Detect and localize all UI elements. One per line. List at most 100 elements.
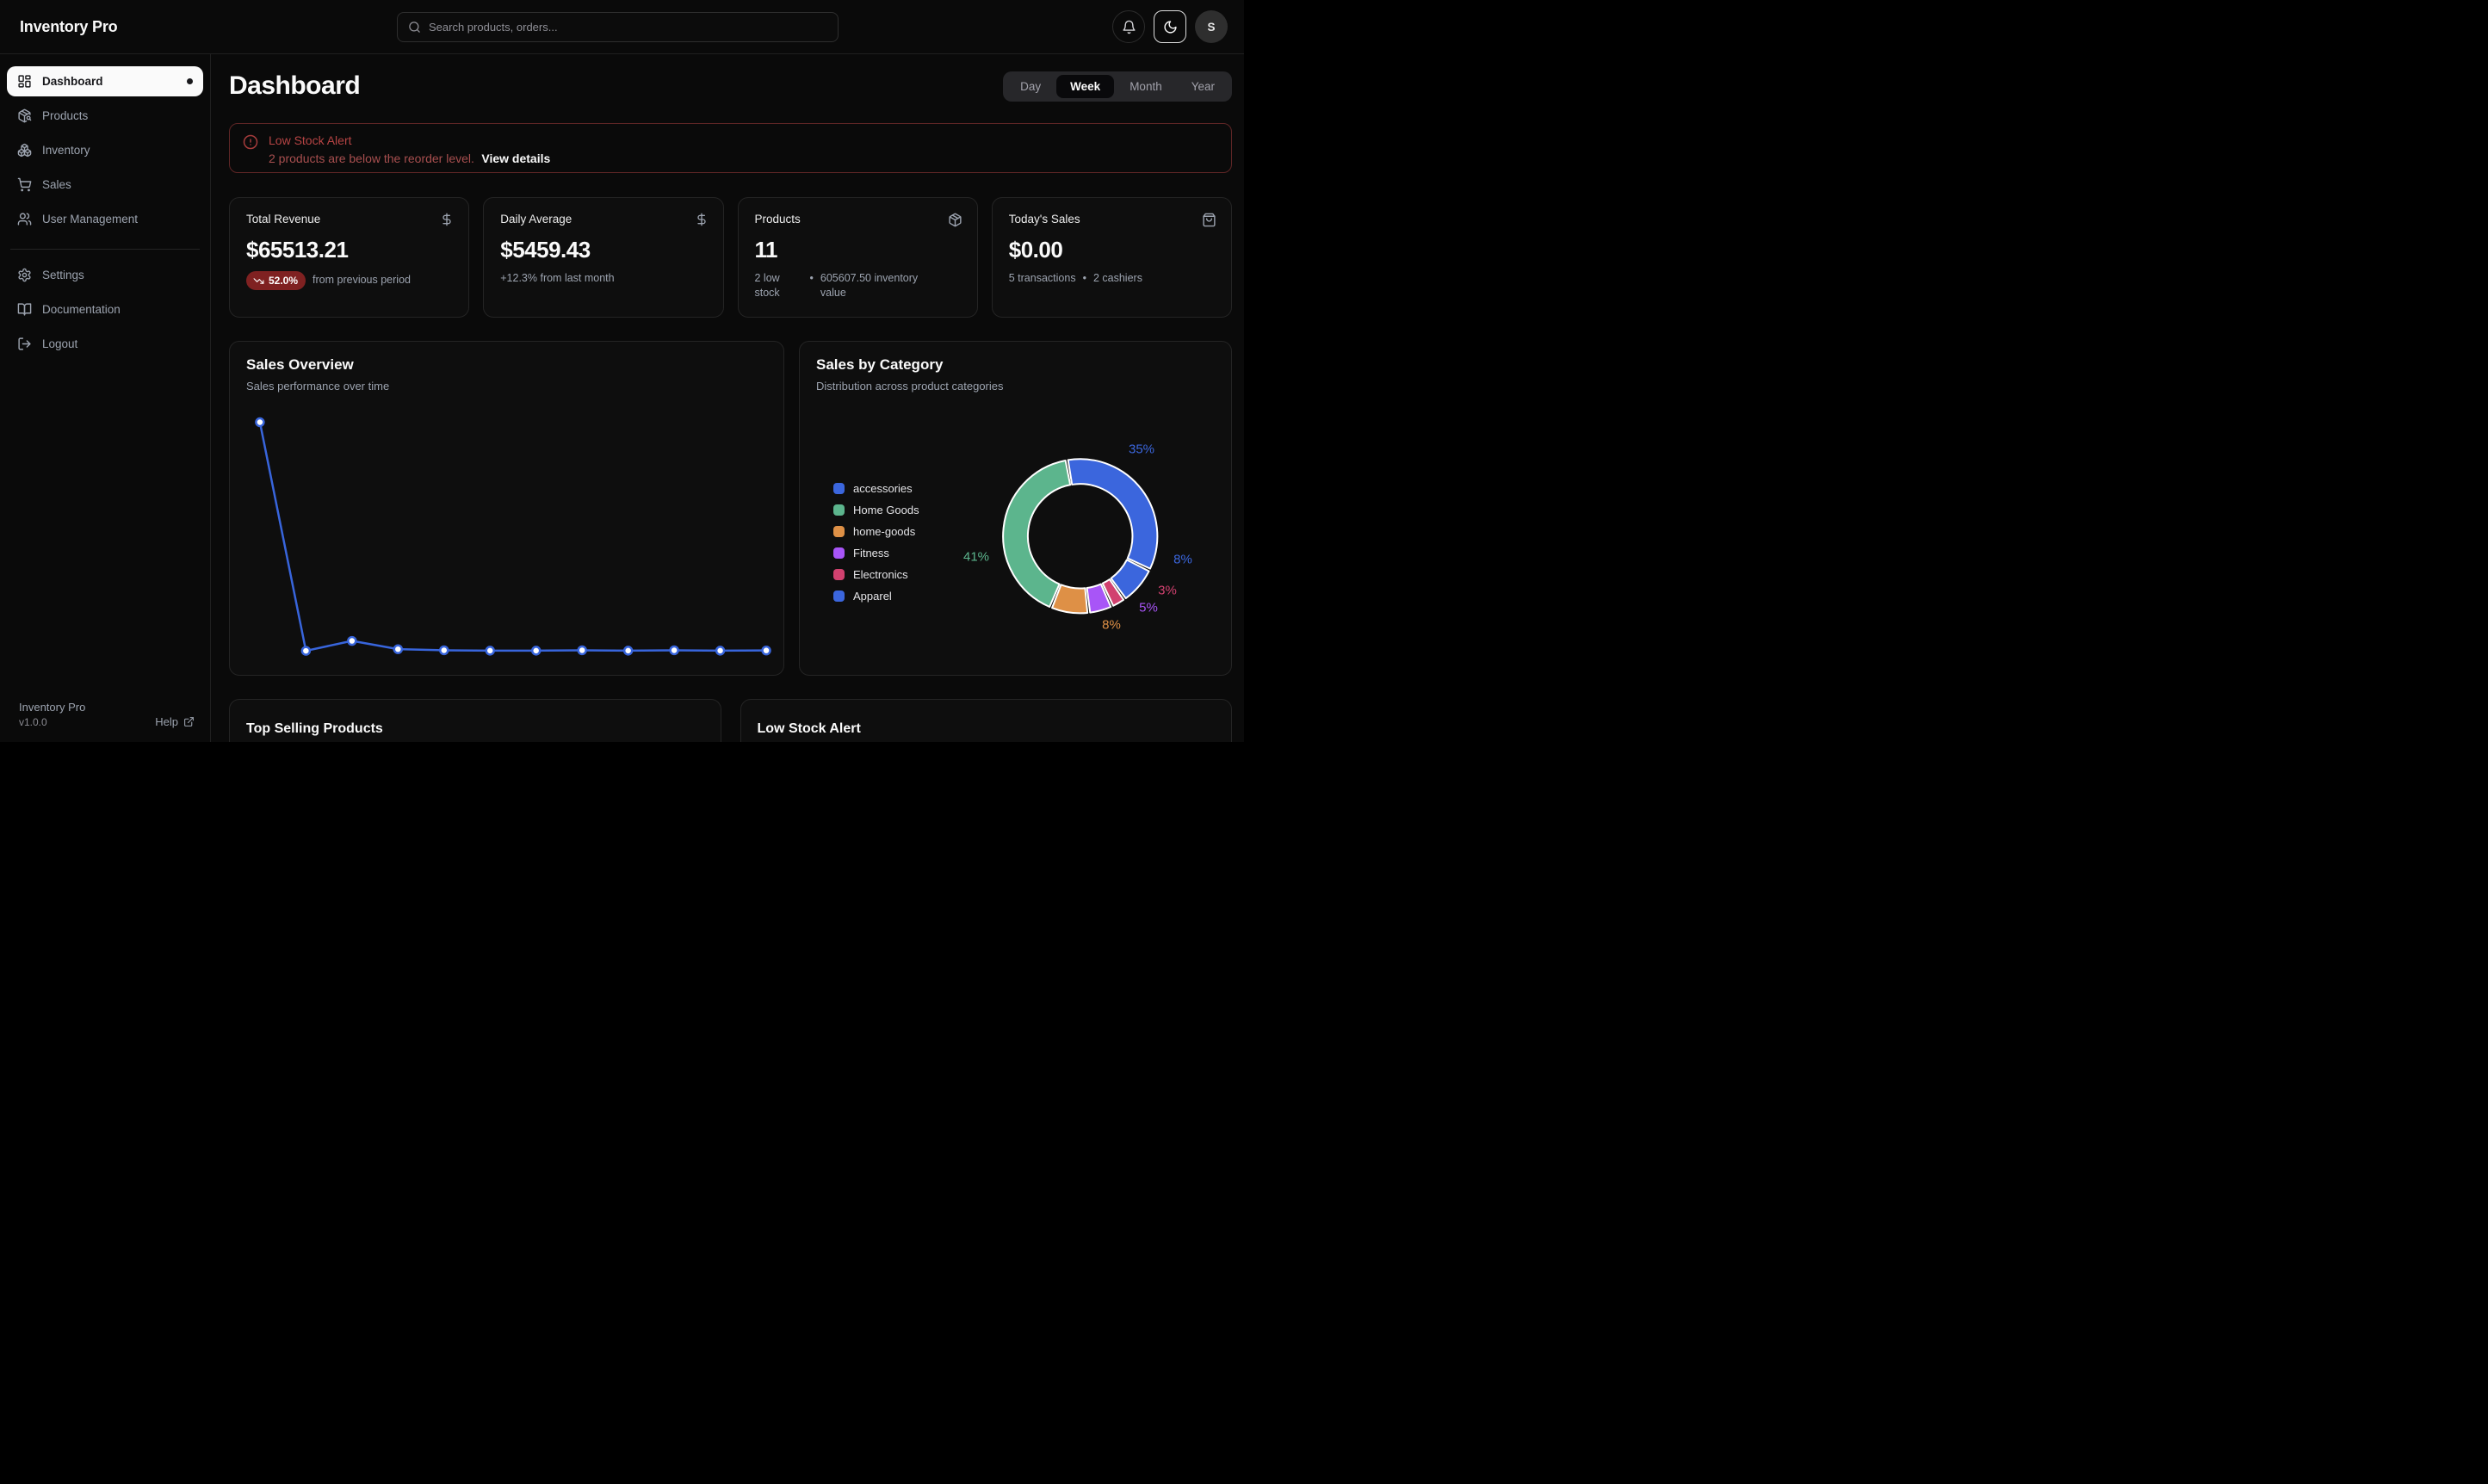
theme-toggle-button[interactable]: [1154, 10, 1186, 43]
tab-month[interactable]: Month: [1116, 75, 1176, 98]
data-point: [671, 646, 678, 654]
tab-day[interactable]: Day: [1006, 75, 1055, 98]
header-actions: S: [1112, 10, 1228, 43]
dot-separator: •: [1083, 271, 1086, 286]
stat-cards-row: Total Revenue $65513.21 52.0% from previ…: [229, 197, 1232, 318]
data-point: [763, 646, 771, 654]
global-search: [397, 12, 839, 42]
data-point: [486, 646, 494, 654]
stat-card-daily-average: Daily Average $5459.43 +12.3% from last …: [483, 197, 723, 318]
inventory-pro-app: Inventory Pro S: [0, 0, 1244, 742]
sidebar-item-products[interactable]: Products: [7, 101, 203, 131]
stat-title: Total Revenue: [246, 213, 452, 226]
data-point: [716, 646, 724, 654]
data-point: [579, 646, 586, 654]
stat-title: Products: [755, 213, 961, 226]
top-bar: Inventory Pro S: [0, 0, 1244, 54]
sidebar-item-label: Documentation: [42, 303, 121, 316]
stat-card-products: Products 11 2 low stock • 605607.50 inve…: [738, 197, 978, 318]
sidebar-item-sales[interactable]: Sales: [7, 170, 203, 200]
help-label: Help: [155, 715, 178, 728]
top-selling-products-card: Top Selling Products: [229, 699, 721, 742]
search-icon: [408, 21, 421, 34]
tab-year[interactable]: Year: [1178, 75, 1229, 98]
stat-note-text: 2 low stock: [755, 271, 803, 300]
low-stock-alert-card: Low Stock Alert: [740, 699, 1233, 742]
data-point: [348, 637, 356, 645]
active-dot: [187, 78, 193, 84]
boxes-icon: [17, 143, 32, 158]
donut-percent-label: 35%: [1129, 442, 1154, 457]
shopping-bag-icon: [1202, 213, 1216, 227]
alert-view-details-link[interactable]: View details: [481, 151, 550, 165]
stat-note-text: from previous period: [313, 273, 411, 288]
stat-note-text: +12.3% from last month: [500, 271, 614, 286]
sidebar-item-inventory[interactable]: Inventory: [7, 135, 203, 165]
charts-row: Sales Overview Sales performance over ti…: [229, 341, 1232, 676]
sidebar-item-label: Products: [42, 109, 88, 122]
donut-percent-label: 8%: [1102, 618, 1121, 633]
footer-app-name: Inventory Pro: [19, 700, 85, 716]
users-icon: [17, 212, 32, 226]
stat-note-text: 605607.50 inventory value: [820, 271, 934, 300]
alert-title: Low Stock Alert: [269, 133, 550, 147]
donut-slice-accessories: [1068, 459, 1158, 568]
page-title: Dashboard: [229, 71, 360, 101]
sales-by-category-card: Sales by Category Distribution across pr…: [799, 341, 1232, 676]
trending-down-icon: [253, 275, 264, 287]
stat-title: Today's Sales: [1009, 213, 1215, 226]
user-avatar[interactable]: S: [1195, 10, 1228, 43]
book-open-icon: [17, 302, 32, 317]
chart-title: Sales by Category: [816, 356, 1215, 374]
data-point: [532, 646, 540, 654]
sidebar-item-dashboard[interactable]: Dashboard: [7, 66, 203, 96]
sidebar-item-logout[interactable]: Logout: [7, 329, 203, 359]
tab-week[interactable]: Week: [1056, 75, 1114, 98]
sidebar-item-label: Inventory: [42, 144, 90, 157]
donut-percent-label: 3%: [1158, 584, 1177, 598]
chart-title: Sales Overview: [246, 356, 767, 374]
sidebar: Dashboard Products Inventory Sales: [0, 54, 211, 742]
external-link-icon: [183, 716, 195, 727]
card-title: Low Stock Alert: [758, 721, 1216, 737]
sidebar-item-label: Sales: [42, 178, 71, 191]
notifications-button[interactable]: [1112, 10, 1145, 43]
sales-line-series: [260, 423, 766, 652]
moon-icon: [1163, 20, 1178, 34]
logout-icon: [17, 337, 32, 351]
stat-value: $65513.21: [246, 237, 452, 263]
sidebar-item-documentation[interactable]: Documentation: [7, 294, 203, 325]
donut-percent-label: 8%: [1173, 553, 1192, 567]
alert-message: 2 products are below the reorder level.: [269, 151, 474, 165]
stat-title: Daily Average: [500, 213, 706, 226]
chart-subtitle: Sales performance over time: [246, 380, 767, 393]
badge-value: 52.0%: [269, 274, 298, 288]
card-title: Top Selling Products: [246, 721, 704, 737]
data-point: [624, 646, 632, 654]
sidebar-item-settings[interactable]: Settings: [7, 260, 203, 290]
time-range-tabs: Day Week Month Year: [1003, 71, 1232, 102]
gear-icon: [17, 268, 32, 282]
stat-note-text: 5 transactions: [1009, 271, 1076, 286]
stat-value: 11: [755, 237, 961, 263]
footer-app-version: v1.0.0: [19, 716, 85, 728]
main-content: Dashboard Day Week Month Year Low Stock …: [211, 54, 1244, 742]
change-badge: 52.0%: [246, 271, 306, 290]
dollar-sign-icon: [440, 213, 454, 226]
donut-percent-label: 5%: [1139, 601, 1158, 615]
package-icon: [948, 213, 962, 227]
help-link[interactable]: Help: [155, 715, 195, 728]
data-point: [394, 646, 402, 653]
sidebar-item-user-management[interactable]: User Management: [7, 204, 203, 234]
bottom-cards-row: Top Selling Products Low Stock Alert: [229, 699, 1232, 742]
app-logo: Inventory Pro: [20, 18, 117, 36]
avatar-initial: S: [1207, 21, 1215, 34]
layout-dashboard-icon: [17, 74, 32, 89]
data-point: [440, 646, 448, 654]
stat-value: $0.00: [1009, 237, 1215, 263]
dollar-sign-icon: [695, 213, 709, 226]
search-input[interactable]: [429, 21, 827, 34]
data-point: [256, 418, 263, 426]
sales-overview-card: Sales Overview Sales performance over ti…: [229, 341, 784, 676]
low-stock-alert-banner: Low Stock Alert 2 products are below the…: [229, 123, 1232, 173]
